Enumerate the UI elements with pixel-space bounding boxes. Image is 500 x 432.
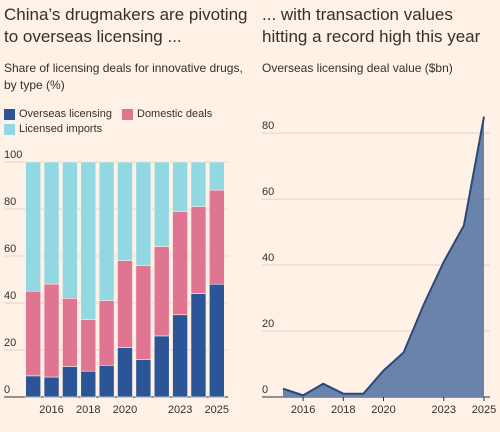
y-tick-label: 0	[262, 384, 268, 396]
bar-segment	[209, 161, 225, 191]
x-tick-label: 2016	[39, 404, 63, 416]
bar-segment	[117, 260, 133, 348]
y-tick-label: 0	[4, 384, 10, 396]
legend-label: Domestic deals	[137, 108, 213, 120]
bar-segment	[80, 161, 97, 320]
bar-segment	[209, 283, 225, 398]
bar-segment	[172, 314, 188, 398]
area	[283, 116, 484, 397]
x-tick-label: 2018	[331, 404, 355, 416]
bar-segment	[98, 300, 115, 366]
bar-segment	[153, 161, 170, 247]
x-tick-label: 2018	[76, 404, 100, 416]
chart-subtitle: Overseas licensing deal value ($bn)	[262, 61, 453, 75]
y-tick-label: 40	[4, 290, 16, 302]
y-tick-label: 80	[262, 120, 274, 132]
bar-segment	[43, 376, 60, 398]
bar-segment	[98, 161, 115, 301]
bar-segment	[135, 161, 152, 266]
x-tick-label: 2023	[168, 404, 192, 416]
legend-swatch	[4, 109, 15, 120]
x-tick-label: 2025	[472, 404, 496, 416]
x-tick-label: 2016	[291, 404, 315, 416]
bar-segment	[25, 290, 41, 377]
y-tick-label: 20	[4, 337, 16, 349]
x-tick-label: 2023	[432, 404, 456, 416]
legend-label: Overseas licensing	[19, 108, 112, 120]
bar-segment	[25, 375, 41, 398]
bar-segment	[80, 319, 97, 372]
x-tick-label: 2025	[205, 404, 229, 416]
bar-segment	[190, 161, 207, 207]
bar-segment	[62, 297, 78, 367]
chart-subtitle: Share of licensing deals for innovative …	[4, 61, 243, 92]
legend-swatch	[4, 124, 15, 135]
bar-segment	[98, 364, 115, 398]
bar-segment	[209, 189, 225, 285]
y-tick-label: 100	[4, 149, 22, 161]
bar-segment	[25, 161, 41, 292]
bar-segment	[62, 366, 78, 398]
bar-segment	[153, 246, 170, 337]
y-tick-label: 20	[262, 318, 274, 330]
x-tick-label: 2020	[113, 404, 137, 416]
bar-segment	[153, 335, 170, 398]
x-tick-label: 2020	[371, 404, 395, 416]
bar-segment	[43, 283, 60, 378]
bar-segment	[172, 211, 188, 316]
bar-segment	[117, 347, 133, 398]
bar-segment	[135, 265, 152, 360]
bar-segment	[62, 161, 78, 299]
bar-segment	[117, 161, 133, 261]
y-tick-label: 60	[262, 186, 274, 198]
legend-label: Licensed imports	[19, 123, 103, 135]
legend-swatch	[122, 109, 133, 120]
bar-segment	[172, 161, 188, 212]
bar-segment	[135, 359, 152, 398]
chart-title: China’s drugmakers are pivoting to overs…	[4, 5, 248, 46]
y-tick-label: 40	[262, 252, 274, 264]
bar-segment	[80, 370, 97, 398]
y-tick-label: 80	[4, 196, 16, 208]
area-line	[282, 116, 485, 397]
bar-segment	[43, 161, 60, 285]
bar-segment	[190, 293, 207, 398]
bar-segment	[190, 206, 207, 294]
y-tick-label: 60	[4, 243, 16, 255]
chart-title: ... with transaction values hitting a re…	[262, 5, 481, 46]
